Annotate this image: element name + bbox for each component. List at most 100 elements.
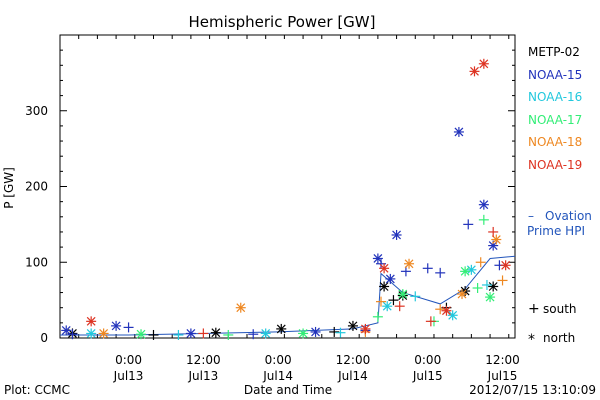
star-stroke [348,321,358,331]
star-stroke [236,303,246,313]
star-stroke [457,289,467,299]
star-stroke [111,321,121,331]
point-noaa-16-north [86,328,97,339]
star-stroke [261,329,271,338]
north-marker-symbol: * [528,332,535,348]
point-noaa-18-north [404,258,415,269]
point-noaa-18-north [98,328,109,339]
point-noaa-17-south [372,311,383,322]
star-stroke [454,127,464,137]
ovation-legend-dash: – [528,209,534,223]
point-noaa-16-south [410,291,421,302]
point-noaa-16-north [260,328,271,339]
x-tick-label-date: Jul15 [412,369,443,383]
star-stroke [86,316,96,326]
star-stroke [442,306,451,316]
point-noaa-17-north [136,329,147,340]
point-metp-02-north [210,327,221,338]
legend-entry-noaa-15: NOAA-15 [528,68,582,82]
point-noaa-15-north [453,126,464,137]
y-tick-label: 200 [25,180,48,194]
point-noaa-19-south [488,226,499,237]
point-noaa-19-south [394,301,405,312]
point-noaa-17-south [472,283,483,294]
x-axis-label: Date and Time [244,383,332,397]
star-stroke [311,327,320,337]
star-stroke [186,329,196,338]
x-tick-label-date: Jul13 [113,369,144,383]
star-stroke [485,292,495,302]
x-tick-label-time: 12:00 [336,353,371,367]
legend-entry-noaa-16: NOAA-16 [528,90,582,104]
south-marker-symbol: + [528,301,540,317]
point-metp-02-north [347,320,358,331]
point-noaa-15-north [61,325,72,336]
point-noaa-15-south [248,329,259,340]
point-noaa-15-south [435,267,446,278]
point-noaa-17-south [478,214,489,225]
point-noaa-17-south [223,329,234,340]
star-stroke [398,289,408,299]
point-noaa-15-north [111,320,122,331]
legend-entry-noaa-19: NOAA-19 [528,158,582,172]
ovation-legend-label-2: Prime HPI [527,224,585,238]
star-stroke [61,326,71,335]
point-noaa-16-south [481,279,492,290]
point-noaa-15-south [422,263,433,274]
legend-entry-noaa-18: NOAA-18 [528,135,582,149]
y-axis-label: P [GW] [2,167,16,209]
point-noaa-19-north [360,323,371,334]
point-noaa-18-north [235,302,246,313]
point-noaa-18-south [497,275,508,286]
star-stroke [99,329,109,338]
point-noaa-19-north [86,316,97,327]
point-noaa-19-south [425,316,436,327]
data-points [61,58,511,340]
point-noaa-19-north [469,66,480,77]
point-noaa-18-north [457,289,468,300]
x-tick-label-date: Jul15 [487,369,518,383]
star-stroke [373,254,383,263]
point-noaa-19-north [478,58,489,69]
point-metp-02-south [148,329,159,340]
star-stroke [379,282,389,291]
point-noaa-17-north [460,266,471,277]
star-stroke [488,282,498,291]
point-noaa-18-south [375,296,386,307]
point-noaa-18-south [435,304,446,315]
star-stroke [298,329,308,338]
star-stroke [392,230,401,240]
star-stroke [491,235,501,244]
x-tick-label-time: 12:00 [485,353,520,367]
y-axis-ticks: 0 100 200 300 [25,49,515,345]
point-noaa-18-south [475,257,486,268]
star-stroke [136,329,146,339]
x-tick-label-date: Jul14 [262,369,293,383]
plot-frame [59,34,516,339]
point-noaa-15-south [463,219,474,230]
star-stroke [470,66,479,76]
star-stroke [466,265,476,275]
star-stroke [448,310,458,320]
y-tick-label: 100 [25,255,48,269]
legend-entry-noaa-17: NOAA-17 [528,113,582,127]
north-marker-label: north [543,331,575,345]
point-noaa-17-north [397,289,408,300]
point-noaa-15-south [67,329,78,340]
star-stroke [276,324,286,334]
point-metp-02-south [388,295,399,306]
star-stroke [479,59,489,69]
legend-entry-metp-02: METP-02 [528,45,580,59]
x-tick-label-date: Jul14 [337,369,368,383]
point-noaa-19-north [379,263,390,274]
x-tick-label-time: 0:00 [414,353,441,367]
x-axis-ticks: 0:00 Jul13 12:00 Jul13 0:00 Jul14 12:00 Jul14 0:… [59,35,520,383]
point-noaa-16-south [173,329,184,340]
star-stroke [501,260,511,270]
star-stroke [385,274,395,284]
x-tick-label-date: Jul13 [187,369,218,383]
south-marker-label: south [543,302,577,316]
star-stroke [479,200,489,210]
point-noaa-15-south [400,266,411,277]
